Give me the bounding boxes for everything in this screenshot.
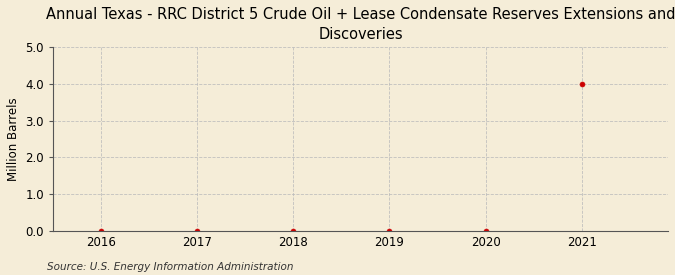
- Title: Annual Texas - RRC District 5 Crude Oil + Lease Condensate Reserves Extensions a: Annual Texas - RRC District 5 Crude Oil …: [46, 7, 675, 42]
- Text: Source: U.S. Energy Information Administration: Source: U.S. Energy Information Administ…: [47, 262, 294, 272]
- Y-axis label: Million Barrels: Million Barrels: [7, 97, 20, 181]
